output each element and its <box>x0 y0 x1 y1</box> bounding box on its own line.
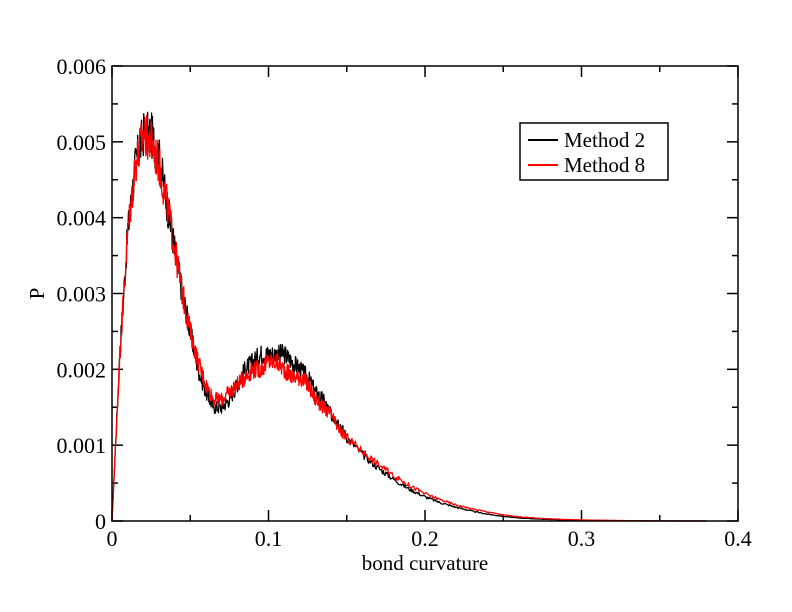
x-tick-label: 0.3 <box>568 526 596 551</box>
y-tick-label: 0.004 <box>57 206 107 231</box>
x-tick-label: 0.2 <box>411 526 439 551</box>
x-tick-label: 0.1 <box>255 526 283 551</box>
legend: Method 2 Method 8 <box>519 122 669 181</box>
y-tick-label: 0 <box>95 509 106 534</box>
legend-label-method-8: Method 8 <box>564 153 645 177</box>
x-tick-label: 0.4 <box>724 526 752 551</box>
y-tick-label: 0.005 <box>57 130 107 155</box>
legend-label-method-2: Method 2 <box>564 128 645 152</box>
y-axis-label: P <box>25 288 49 300</box>
y-tick-label: 0.002 <box>57 357 107 382</box>
legend-box <box>519 122 669 181</box>
series-line-method-8 <box>111 114 707 522</box>
y-tick-label: 0.006 <box>57 54 107 79</box>
plot-frame <box>111 65 739 522</box>
x-axis-label: bond curvature <box>362 551 489 575</box>
y-tick-label: 0.003 <box>57 282 107 307</box>
y-tick-label: 0.001 <box>57 433 107 458</box>
x-tick-label: 0 <box>107 526 118 551</box>
series-lines <box>111 111 707 522</box>
y-axis-ticks: 0 0.001 0.002 0.003 0.004 0.005 0.006 <box>57 54 738 534</box>
x-axis-ticks: 0 0.1 0.2 0.3 0.4 <box>107 66 752 551</box>
